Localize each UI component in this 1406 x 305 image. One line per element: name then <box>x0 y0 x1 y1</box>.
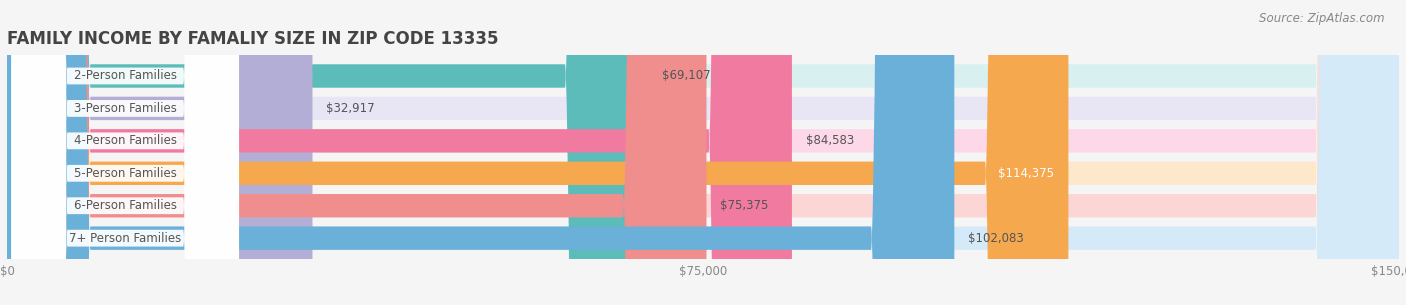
FancyBboxPatch shape <box>7 0 1399 305</box>
Text: 6-Person Families: 6-Person Families <box>75 199 177 212</box>
FancyBboxPatch shape <box>11 0 239 305</box>
Text: 5-Person Families: 5-Person Families <box>75 167 177 180</box>
FancyBboxPatch shape <box>11 0 239 305</box>
FancyBboxPatch shape <box>11 0 239 305</box>
Text: $69,107: $69,107 <box>662 70 711 82</box>
Text: 7+ Person Families: 7+ Person Families <box>69 232 181 245</box>
Text: $102,083: $102,083 <box>969 232 1024 245</box>
FancyBboxPatch shape <box>7 0 1399 305</box>
FancyBboxPatch shape <box>7 0 1069 305</box>
FancyBboxPatch shape <box>7 0 648 305</box>
FancyBboxPatch shape <box>7 0 1399 305</box>
FancyBboxPatch shape <box>7 0 955 305</box>
Text: 3-Person Families: 3-Person Families <box>75 102 177 115</box>
Text: $32,917: $32,917 <box>326 102 375 115</box>
Text: 4-Person Families: 4-Person Families <box>75 135 177 147</box>
Text: $84,583: $84,583 <box>806 135 853 147</box>
FancyBboxPatch shape <box>7 0 1399 305</box>
Text: 2-Person Families: 2-Person Families <box>75 70 177 82</box>
FancyBboxPatch shape <box>7 0 1399 305</box>
FancyBboxPatch shape <box>7 0 792 305</box>
FancyBboxPatch shape <box>7 0 1399 305</box>
FancyBboxPatch shape <box>11 0 239 305</box>
Text: FAMILY INCOME BY FAMALIY SIZE IN ZIP CODE 13335: FAMILY INCOME BY FAMALIY SIZE IN ZIP COD… <box>7 30 499 48</box>
FancyBboxPatch shape <box>11 0 239 305</box>
Text: Source: ZipAtlas.com: Source: ZipAtlas.com <box>1260 12 1385 25</box>
Text: $75,375: $75,375 <box>720 199 769 212</box>
FancyBboxPatch shape <box>11 0 239 305</box>
FancyBboxPatch shape <box>7 0 312 305</box>
FancyBboxPatch shape <box>7 0 706 305</box>
Text: $114,375: $114,375 <box>998 167 1054 180</box>
